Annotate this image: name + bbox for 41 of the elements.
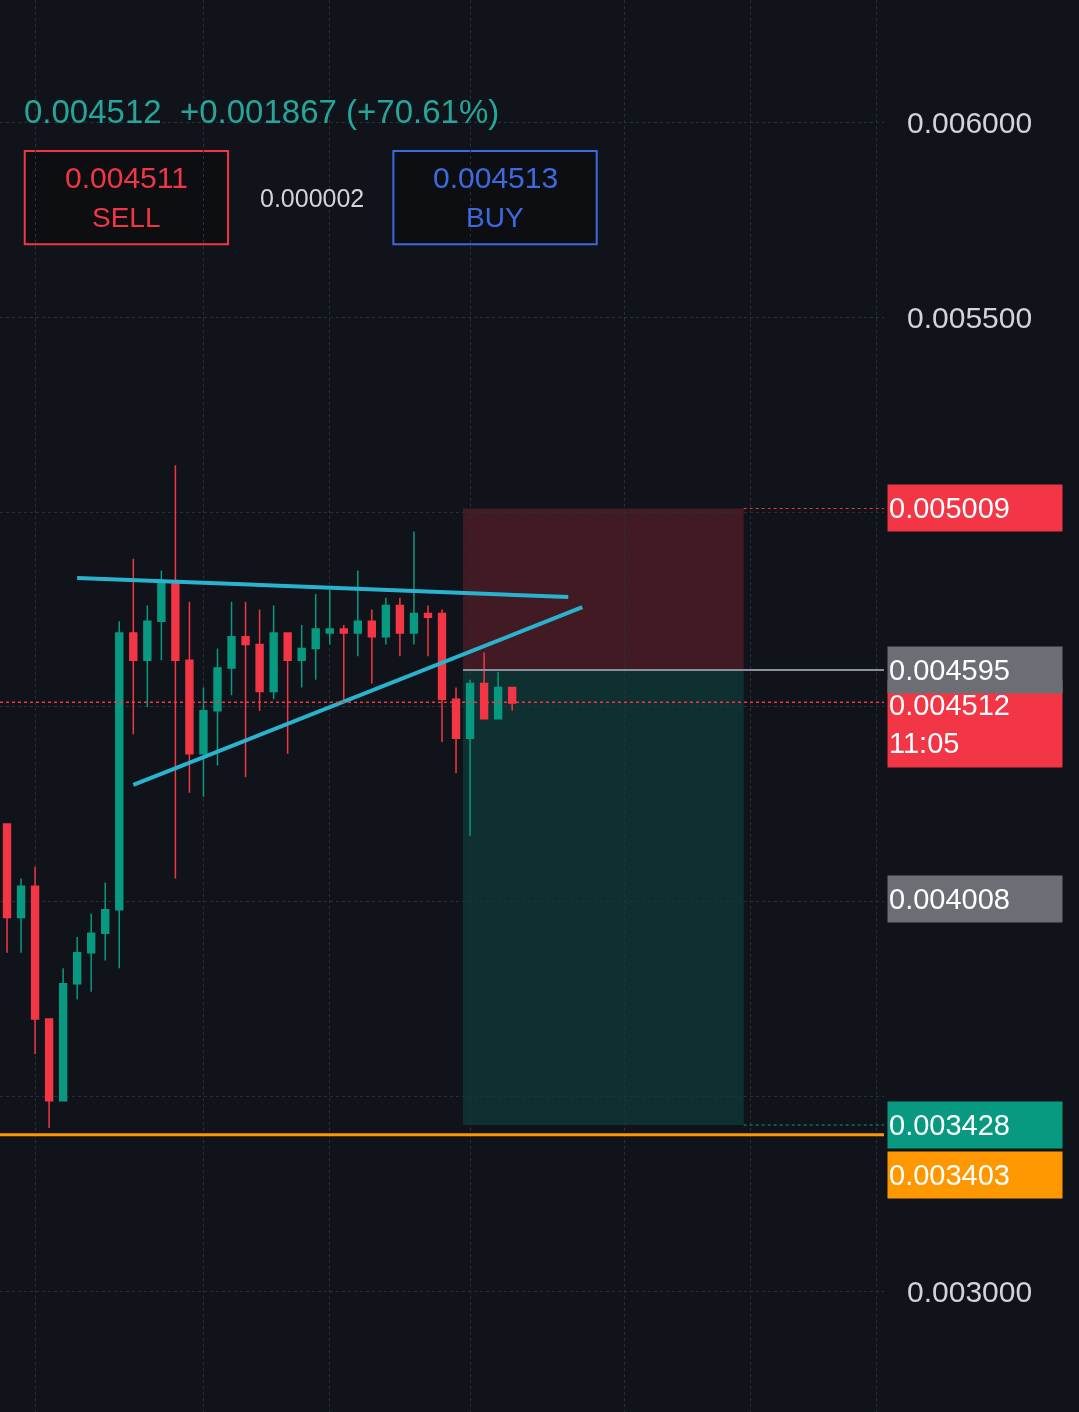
candlestick <box>157 569 166 661</box>
annotation: 0.000002 <box>260 184 365 212</box>
candlestick <box>213 647 222 767</box>
band-label: 0.003428 <box>889 1109 1010 1141</box>
candlestick <box>16 877 26 954</box>
candlestick <box>143 604 152 708</box>
candlestick <box>311 593 320 681</box>
candlestick <box>44 1018 54 1129</box>
candlestick <box>72 936 82 1001</box>
candlestick <box>30 866 40 1055</box>
ref-line-label: 0.004595 <box>889 654 1010 686</box>
candlestick <box>493 671 503 720</box>
candlestick <box>115 620 124 969</box>
ref-line-label: 0.003403 <box>889 1159 1010 1191</box>
band-label: 0.005009 <box>889 492 1010 524</box>
annotation: 0.004513 <box>433 161 559 194</box>
candlestick <box>58 967 68 1102</box>
y-tick-label: 0.006000 <box>907 105 1033 139</box>
candlestick <box>101 881 110 962</box>
annotation: SELL <box>92 202 161 233</box>
candlestick <box>2 823 12 954</box>
candlestick <box>395 597 405 658</box>
candlestick <box>381 597 391 646</box>
candlestick <box>353 569 362 658</box>
annotation: BUY <box>466 202 524 233</box>
candlestick <box>465 678 475 837</box>
candlestick <box>367 608 377 685</box>
y-tick-label: 0.003000 <box>907 1275 1033 1309</box>
candlestick <box>325 589 334 646</box>
candlestick <box>87 912 96 993</box>
annotation: 0.004511 <box>65 161 188 194</box>
candlestick <box>227 600 236 697</box>
candlestick <box>297 624 306 689</box>
candlestick <box>269 604 278 700</box>
candlestick <box>199 686 208 798</box>
candlestick <box>423 604 433 658</box>
candlestick <box>409 530 419 646</box>
ref-line-label: 0.004512 11:05 <box>889 689 1010 759</box>
text: 0.004512 +0.001867 (+70.61%) <box>24 93 500 130</box>
y-tick-label: 0.005500 <box>907 300 1033 334</box>
text: 0.004008 <box>889 883 1010 915</box>
